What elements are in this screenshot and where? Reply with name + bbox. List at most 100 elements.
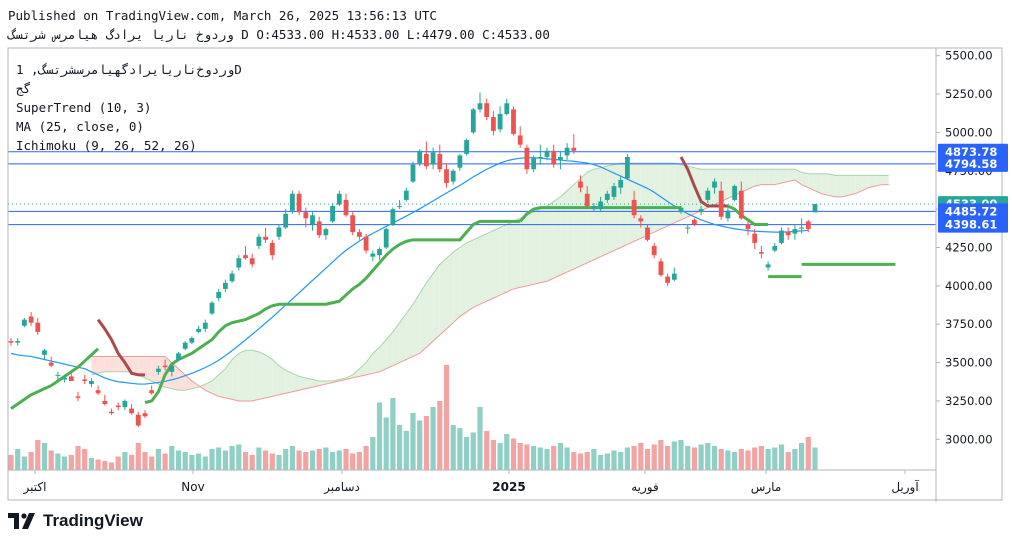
- volume-bar: [524, 444, 530, 470]
- cloud-segment: [788, 169, 795, 182]
- volume-bar: [182, 452, 188, 470]
- candle-body: [236, 258, 242, 268]
- price-label-box: [938, 216, 1008, 233]
- candle-body: [671, 273, 677, 280]
- candle-body: [357, 232, 362, 237]
- cloud-segment: [808, 173, 815, 191]
- candle-body: [75, 396, 81, 398]
- candle-body: [176, 353, 181, 360]
- candle-body: [779, 230, 784, 243]
- volume-bar: [711, 446, 718, 470]
- x-tick-label: فوریه: [631, 480, 659, 495]
- volume-bar: [108, 462, 115, 470]
- candle-body: [162, 365, 168, 368]
- x-tick-label: دسامبر: [323, 480, 360, 495]
- legend-exchange: گج: [16, 81, 32, 96]
- cloud-segment: [406, 304, 413, 360]
- candle-body: [55, 374, 61, 376]
- candle-body: [397, 206, 402, 208]
- volume-bar: [316, 449, 322, 470]
- candle-body: [223, 282, 228, 289]
- legend-ichimoku[interactable]: Ichimoku (9, 26, 52, 26): [16, 138, 197, 153]
- candle-body: [437, 153, 443, 170]
- candle-body: [189, 338, 195, 343]
- volume-bar: [785, 452, 791, 470]
- volume-bar: [725, 450, 731, 470]
- cloud-segment: [882, 175, 889, 185]
- cloud-segment: [667, 163, 675, 227]
- volume-bar: [752, 447, 758, 470]
- cloud-segment: [238, 350, 246, 401]
- volume-bar: [450, 425, 456, 470]
- x-tick-label: Nov: [181, 480, 204, 494]
- tradingview-brand[interactable]: TradingView: [8, 511, 143, 531]
- volume-bar: [48, 450, 54, 470]
- candle-body: [544, 150, 550, 157]
- candle-body: [625, 156, 630, 179]
- candle-body: [209, 302, 215, 314]
- cloud-segment: [835, 175, 842, 197]
- volume-bar: [443, 365, 450, 470]
- legend-ma[interactable]: MA (25, close, 0): [16, 119, 144, 134]
- volume-bar: [356, 452, 362, 470]
- price-label-box: [938, 155, 1008, 172]
- candle-body: [457, 155, 463, 168]
- cloud-segment: [567, 184, 574, 273]
- cloud-segment: [386, 331, 393, 369]
- volume-bar: [68, 455, 74, 470]
- volume-bar: [75, 446, 81, 470]
- cloud-segment: [379, 339, 387, 372]
- price-label: 4873.78: [945, 145, 997, 159]
- volume-bar: [423, 416, 429, 470]
- volume-bar: [685, 446, 691, 470]
- candle-body: [42, 350, 47, 355]
- candle-body: [745, 224, 751, 230]
- cloud-segment: [185, 374, 192, 391]
- candle-body: [229, 273, 235, 282]
- candle-body: [310, 215, 315, 225]
- volume-bar: [638, 443, 644, 470]
- volume-bar: [678, 440, 684, 470]
- cloud-segment: [513, 218, 521, 289]
- candle-body: [323, 229, 329, 236]
- candle-body: [316, 221, 322, 236]
- cloud-segment: [439, 258, 447, 335]
- price-label-box: [938, 143, 1008, 160]
- volume-bar: [410, 413, 416, 470]
- candle-body: [511, 109, 516, 134]
- cloud-segment: [821, 173, 829, 196]
- candle-body: [638, 218, 644, 222]
- volume-bar: [323, 447, 329, 470]
- candle-body: [678, 207, 684, 213]
- volume-bar: [376, 402, 383, 470]
- candle-body: [129, 408, 134, 414]
- cloud-segment: [701, 169, 708, 211]
- candle-body: [725, 210, 731, 219]
- cloud-segment: [111, 356, 119, 372]
- cloud-segment: [768, 169, 775, 185]
- candle-body: [805, 221, 811, 230]
- candle-body: [8, 341, 14, 343]
- price-label: 4794.58: [945, 157, 997, 171]
- y-tick-label: 3000.00: [945, 432, 993, 446]
- candle-body: [531, 158, 536, 170]
- candle-body: [799, 227, 804, 229]
- cloud-segment: [480, 233, 487, 305]
- legend-supertrend[interactable]: SuperTrend (10, 3): [16, 100, 152, 115]
- y-tick-label: 4000.00: [945, 279, 993, 293]
- volume-bar: [812, 447, 818, 470]
- volume-bar: [383, 417, 389, 470]
- candle-body: [430, 152, 436, 165]
- cloud-segment: [218, 368, 226, 398]
- cloud-segment: [446, 252, 454, 329]
- cloud-segment: [319, 380, 326, 386]
- candle-body: [658, 261, 664, 276]
- volume-bar: [249, 455, 255, 470]
- volume-bar: [222, 450, 228, 470]
- cloud-segment: [627, 163, 635, 245]
- candle-body: [470, 109, 476, 133]
- volume-bar: [792, 449, 798, 470]
- candle-body: [35, 322, 41, 332]
- volume-bar: [537, 447, 543, 470]
